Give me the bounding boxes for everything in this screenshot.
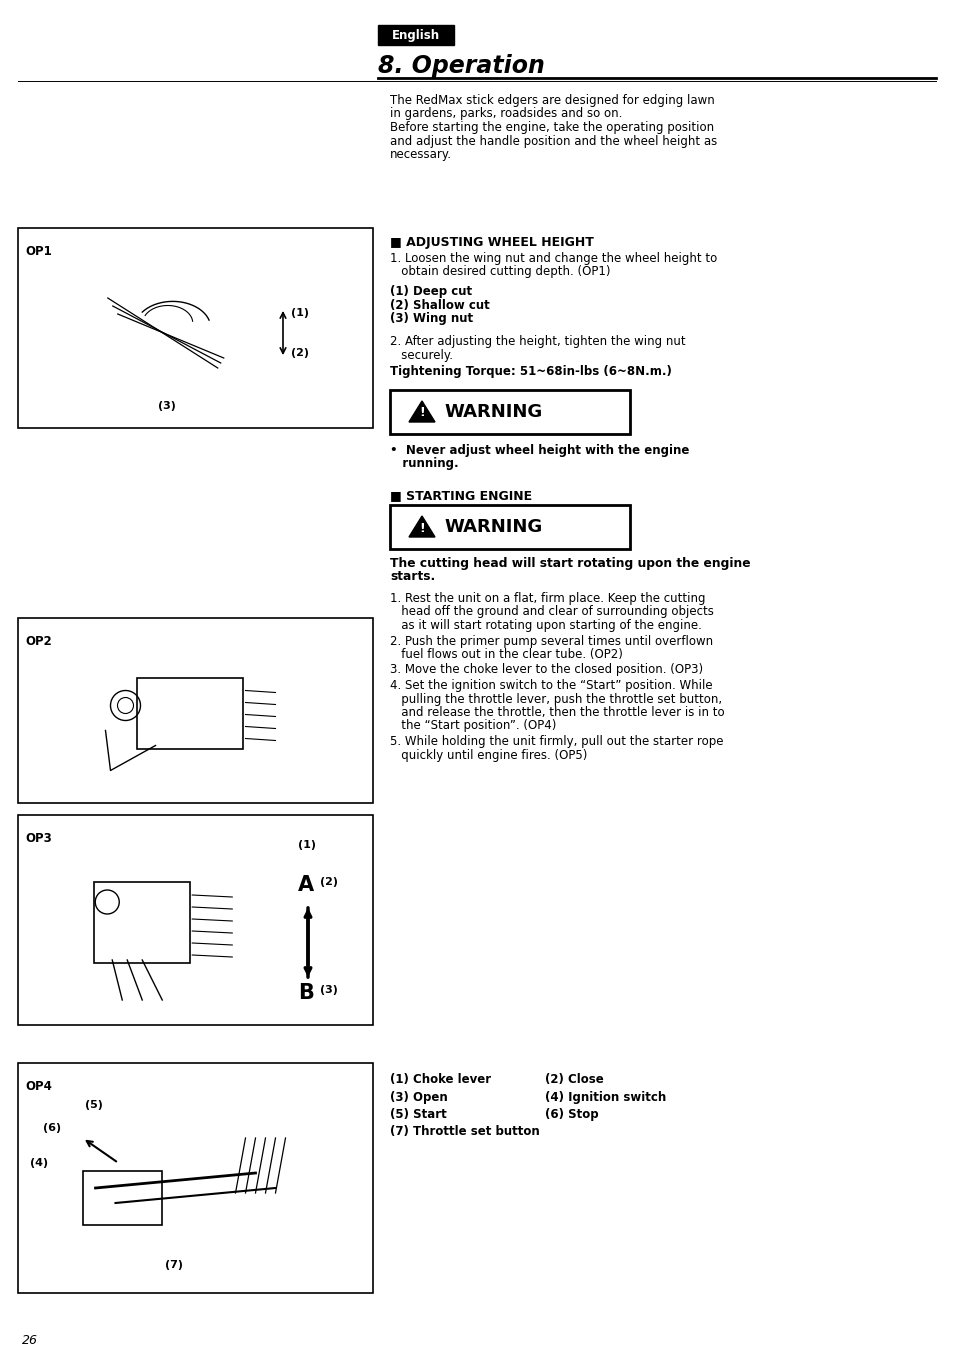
Text: as it will start rotating upon starting of the engine.: as it will start rotating upon starting … xyxy=(390,619,701,632)
Text: (1) Choke lever: (1) Choke lever xyxy=(390,1073,491,1086)
Text: (7) Throttle set button: (7) Throttle set button xyxy=(390,1126,539,1139)
Polygon shape xyxy=(409,400,435,422)
Text: quickly until engine fires. (OP5): quickly until engine fires. (OP5) xyxy=(390,748,587,762)
FancyBboxPatch shape xyxy=(390,506,629,549)
FancyBboxPatch shape xyxy=(390,390,629,434)
FancyBboxPatch shape xyxy=(18,1064,373,1293)
Text: •  Never adjust wheel height with the engine: • Never adjust wheel height with the eng… xyxy=(390,443,689,457)
Text: (5): (5) xyxy=(86,1100,103,1109)
Text: starts.: starts. xyxy=(390,570,435,584)
Text: WARNING: WARNING xyxy=(443,518,541,537)
Text: (4): (4) xyxy=(30,1158,48,1167)
Text: !: ! xyxy=(418,522,424,535)
Text: and release the throttle, then the throttle lever is in to: and release the throttle, then the throt… xyxy=(390,706,724,718)
Text: OP1: OP1 xyxy=(25,245,51,257)
Text: running.: running. xyxy=(390,457,458,470)
Text: head off the ground and clear of surrounding objects: head off the ground and clear of surroun… xyxy=(390,605,713,619)
Text: ■ STARTING ENGINE: ■ STARTING ENGINE xyxy=(390,489,532,501)
Text: A: A xyxy=(297,875,314,895)
Text: (1): (1) xyxy=(297,840,315,851)
Text: 26: 26 xyxy=(22,1335,38,1347)
FancyBboxPatch shape xyxy=(377,26,454,44)
Text: (1): (1) xyxy=(291,307,309,318)
Text: 1. Rest the unit on a flat, firm place. Keep the cutting: 1. Rest the unit on a flat, firm place. … xyxy=(390,592,705,605)
Text: (2): (2) xyxy=(291,348,309,359)
Polygon shape xyxy=(409,516,435,537)
Text: OP2: OP2 xyxy=(25,635,51,648)
Text: 3. Move the choke lever to the closed position. (OP3): 3. Move the choke lever to the closed po… xyxy=(390,663,702,677)
Text: (3): (3) xyxy=(158,400,176,411)
Text: B: B xyxy=(297,983,314,1003)
Text: necessary.: necessary. xyxy=(390,148,452,160)
Text: obtain desired cutting depth. (OP1): obtain desired cutting depth. (OP1) xyxy=(390,266,610,279)
Text: pulling the throttle lever, push the throttle set button,: pulling the throttle lever, push the thr… xyxy=(390,693,721,705)
Text: !: ! xyxy=(418,407,424,419)
Text: The cutting head will start rotating upon the engine: The cutting head will start rotating upo… xyxy=(390,557,750,570)
Text: (3): (3) xyxy=(319,985,337,995)
Text: ■ ADJUSTING WHEEL HEIGHT: ■ ADJUSTING WHEEL HEIGHT xyxy=(390,236,594,249)
Text: 8. Operation: 8. Operation xyxy=(377,54,544,78)
FancyBboxPatch shape xyxy=(18,617,373,803)
Text: (2): (2) xyxy=(319,878,337,887)
Text: (6): (6) xyxy=(43,1123,61,1134)
Text: fuel flows out in the clear tube. (OP2): fuel flows out in the clear tube. (OP2) xyxy=(390,648,622,661)
Text: English: English xyxy=(392,28,439,42)
Text: 2. After adjusting the height, tighten the wing nut: 2. After adjusting the height, tighten t… xyxy=(390,336,685,349)
Text: 4. Set the ignition switch to the “Start” position. While: 4. Set the ignition switch to the “Start… xyxy=(390,679,712,692)
Text: (2) Shallow cut: (2) Shallow cut xyxy=(390,298,489,311)
Text: (7): (7) xyxy=(165,1260,183,1270)
Text: the “Start position”. (OP4): the “Start position”. (OP4) xyxy=(390,720,556,732)
Text: (2) Close: (2) Close xyxy=(544,1073,603,1086)
Text: (3) Wing nut: (3) Wing nut xyxy=(390,311,473,325)
Text: (4) Ignition switch: (4) Ignition switch xyxy=(544,1091,665,1104)
Text: Tightening Torque: 51~68in-lbs (6~8N.m.): Tightening Torque: 51~68in-lbs (6~8N.m.) xyxy=(390,364,671,377)
Text: in gardens, parks, roadsides and so on.: in gardens, parks, roadsides and so on. xyxy=(390,108,621,120)
Text: The RedMax stick edgers are designed for edging lawn: The RedMax stick edgers are designed for… xyxy=(390,94,714,106)
FancyBboxPatch shape xyxy=(18,228,373,429)
Text: 1. Loosen the wing nut and change the wheel height to: 1. Loosen the wing nut and change the wh… xyxy=(390,252,717,266)
Text: 5. While holding the unit firmly, pull out the starter rope: 5. While holding the unit firmly, pull o… xyxy=(390,735,722,748)
Text: (3) Open: (3) Open xyxy=(390,1091,447,1104)
Text: OP4: OP4 xyxy=(25,1080,51,1093)
Text: WARNING: WARNING xyxy=(443,403,541,421)
Text: OP3: OP3 xyxy=(25,832,51,845)
Text: securely.: securely. xyxy=(390,349,453,363)
Text: (5) Start: (5) Start xyxy=(390,1108,446,1122)
Text: (6) Stop: (6) Stop xyxy=(544,1108,598,1122)
Text: 2. Push the primer pump several times until overflown: 2. Push the primer pump several times un… xyxy=(390,635,713,647)
FancyBboxPatch shape xyxy=(18,816,373,1024)
Text: (1) Deep cut: (1) Deep cut xyxy=(390,284,472,298)
Text: and adjust the handle position and the wheel height as: and adjust the handle position and the w… xyxy=(390,135,717,147)
Text: Before starting the engine, take the operating position: Before starting the engine, take the ope… xyxy=(390,121,714,133)
